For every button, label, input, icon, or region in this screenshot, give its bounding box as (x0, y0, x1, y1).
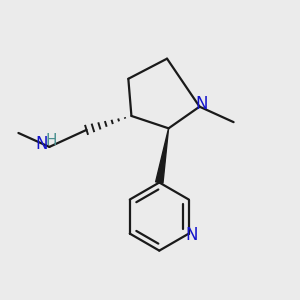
Polygon shape (156, 128, 169, 183)
Text: N: N (186, 226, 198, 244)
Text: N: N (196, 95, 208, 113)
Text: H: H (45, 133, 57, 148)
Text: N: N (35, 135, 48, 153)
